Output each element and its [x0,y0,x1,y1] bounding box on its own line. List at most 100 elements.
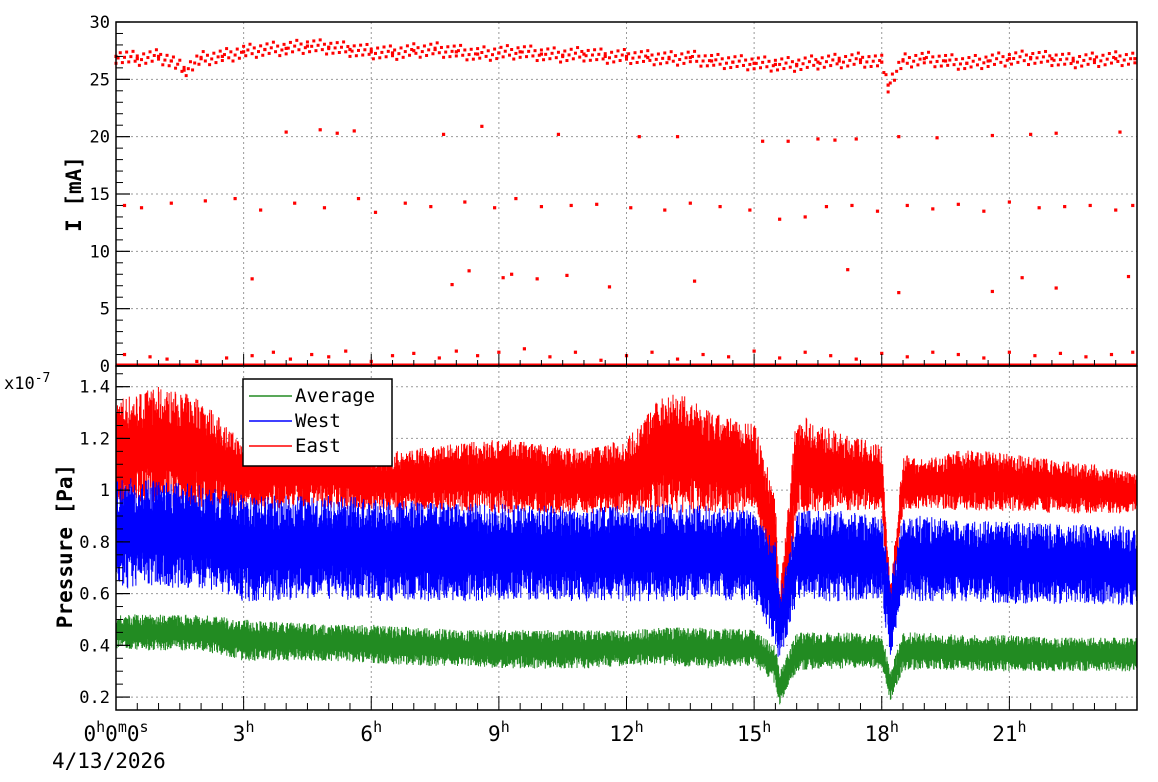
current-point [659,62,663,66]
current-point [122,352,127,357]
current-point [248,42,252,46]
top-y-tick-label: 5 [100,300,110,320]
current-point [231,59,235,63]
current-point [514,196,518,201]
current-point [454,349,458,353]
current-point [269,46,273,50]
current-point [169,59,173,63]
current-point [403,50,407,54]
current-point [1044,49,1048,53]
current-point [250,52,254,56]
current-point [1007,200,1011,204]
current-point [752,61,756,65]
current-point [607,56,611,60]
current-point [165,53,169,57]
current-point [482,45,486,49]
current-point [459,43,463,47]
current-point [282,42,286,46]
current-point [854,57,858,61]
current-point [542,58,546,62]
current-point [359,43,363,47]
current-point [597,52,601,56]
current-point [850,53,854,57]
current-point [956,352,960,357]
top-y-ticks: 0 5 10 15 20 25 30 [90,13,1138,377]
current-point [250,354,254,358]
current-point [931,55,935,59]
current-point [295,38,299,42]
current-point [456,49,460,53]
current-point [327,47,331,51]
current-point [776,68,780,72]
current-point [469,47,473,51]
current-point [614,54,618,58]
current-point [225,47,229,51]
current-point [858,58,863,62]
current-point [473,52,477,56]
current-point [761,60,765,64]
time-tick-label: 18h [865,718,899,746]
current-point [1114,57,1118,61]
current-point [348,47,352,52]
current-point [129,55,133,59]
current-point [1048,54,1052,58]
current-point [565,273,569,278]
current-point [837,59,841,63]
current-point [675,357,680,361]
current-point [1061,52,1065,56]
current-markers [114,38,1137,367]
current-point [263,48,267,52]
current-point [816,67,820,71]
current-point [1014,51,1018,55]
current-point [329,41,333,45]
current-point [1112,55,1116,59]
current-point [833,52,837,56]
current-point [1020,49,1024,53]
current-point [667,55,671,59]
svg-text:0h0m0s: 0h0m0s [83,718,148,746]
current-point [310,352,314,357]
current-point [914,53,918,57]
current-point [965,61,969,65]
current-point [573,350,578,354]
current-point [990,53,994,57]
current-point [148,50,152,54]
current-point [123,55,127,59]
current-point [535,277,539,281]
current-point [903,52,907,56]
current-point [943,59,948,63]
current-point [1133,61,1137,65]
current-point [516,46,520,50]
current-point [433,46,437,50]
current-point [893,78,897,82]
current-point [510,48,514,52]
current-point [673,54,677,58]
current-point [522,45,526,49]
current-point [369,50,373,54]
current-point [1029,132,1033,136]
current-point [229,50,233,54]
current-point [980,67,984,71]
current-point [688,60,692,64]
current-point [152,53,156,57]
current-point [1131,203,1135,208]
current-point [865,60,869,64]
current-point [288,40,292,44]
current-point [390,51,395,55]
current-point [271,40,275,44]
current-point [603,54,607,58]
current-point [637,135,641,139]
current-point [1126,62,1130,66]
current-point [397,52,401,56]
current-point [1007,350,1011,354]
current-point [731,60,735,64]
current-point [895,69,899,73]
current-point [690,55,694,59]
current-point [171,55,175,59]
current-point [1037,206,1041,210]
current-point [414,51,418,55]
current-point [1052,58,1056,62]
current-point [352,129,356,133]
current-point [912,59,916,63]
current-point [490,53,494,57]
